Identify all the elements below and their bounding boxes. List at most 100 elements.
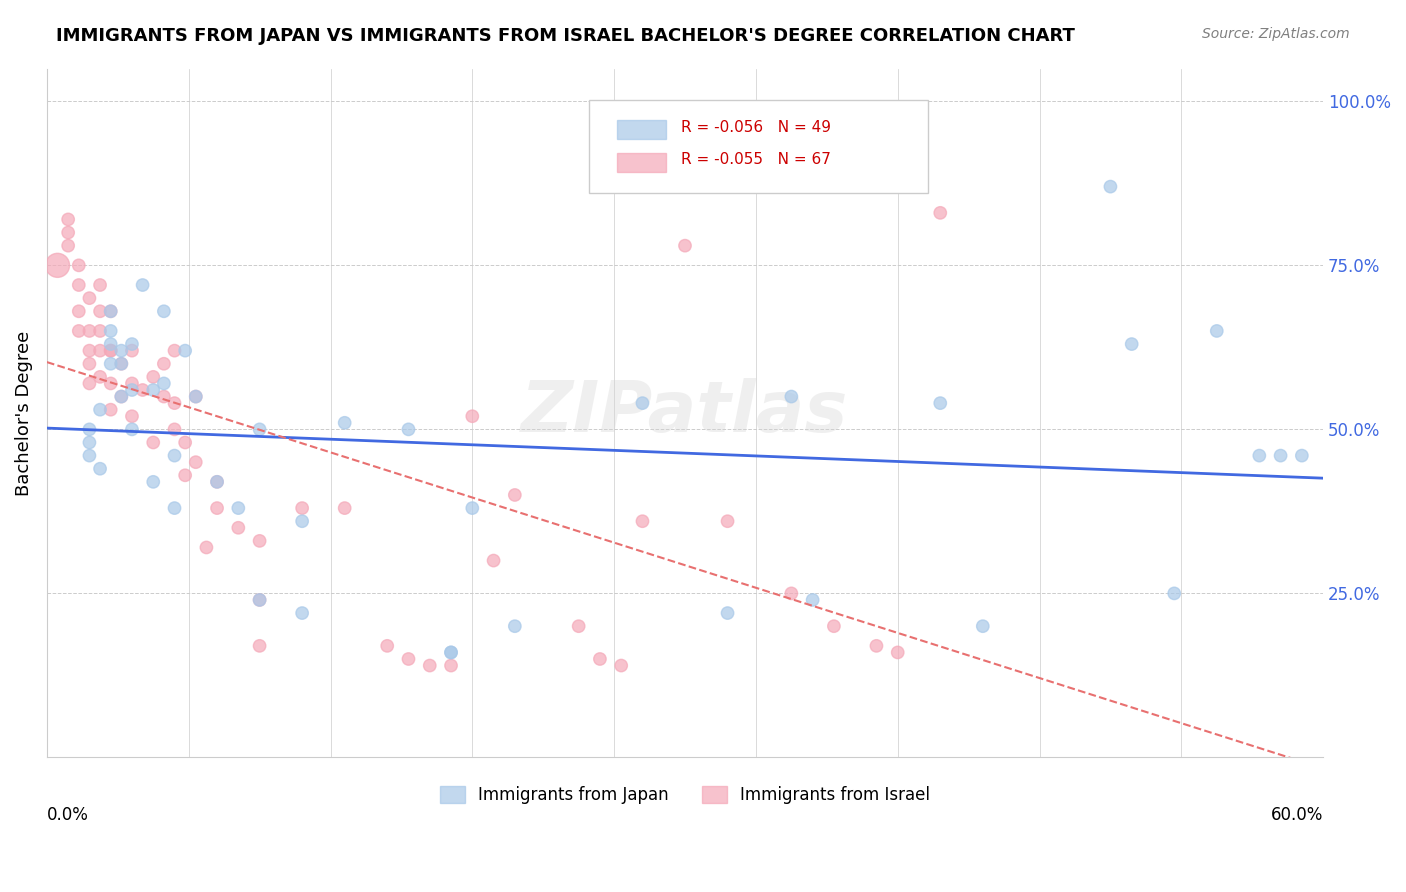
Point bbox=[89, 278, 111, 293]
Point bbox=[589, 652, 612, 666]
Point bbox=[121, 409, 143, 424]
Point bbox=[153, 390, 176, 404]
Point bbox=[503, 619, 526, 633]
Point bbox=[482, 553, 505, 567]
Point bbox=[100, 304, 122, 318]
Point bbox=[121, 343, 143, 358]
Text: R = -0.055   N = 67: R = -0.055 N = 67 bbox=[681, 152, 831, 167]
Point bbox=[886, 645, 908, 659]
Point bbox=[100, 357, 122, 371]
Point bbox=[89, 304, 111, 318]
Point bbox=[228, 501, 250, 516]
Point bbox=[163, 396, 186, 410]
Point bbox=[100, 304, 122, 318]
Point bbox=[89, 370, 111, 384]
Point bbox=[142, 370, 165, 384]
Point bbox=[1270, 449, 1292, 463]
Point bbox=[79, 376, 101, 391]
Point bbox=[100, 343, 122, 358]
Point bbox=[249, 422, 271, 436]
Text: IMMIGRANTS FROM JAPAN VS IMMIGRANTS FROM ISRAEL BACHELOR'S DEGREE CORRELATION CH: IMMIGRANTS FROM JAPAN VS IMMIGRANTS FROM… bbox=[56, 27, 1076, 45]
Text: R = -0.056   N = 49: R = -0.056 N = 49 bbox=[681, 120, 831, 135]
Point bbox=[142, 475, 165, 489]
Point bbox=[174, 343, 197, 358]
Point bbox=[121, 422, 143, 436]
Point bbox=[163, 449, 186, 463]
Text: Source: ZipAtlas.com: Source: ZipAtlas.com bbox=[1202, 27, 1350, 41]
Point bbox=[142, 435, 165, 450]
Point bbox=[1099, 179, 1122, 194]
Point bbox=[503, 488, 526, 502]
Point bbox=[163, 343, 186, 358]
Point bbox=[100, 337, 122, 351]
Point bbox=[249, 593, 271, 607]
Point bbox=[79, 422, 101, 436]
Point bbox=[205, 475, 228, 489]
Point bbox=[291, 501, 314, 516]
Point bbox=[1163, 586, 1185, 600]
Point bbox=[568, 619, 591, 633]
Point bbox=[205, 501, 228, 516]
Point bbox=[333, 416, 356, 430]
Point bbox=[79, 449, 101, 463]
Point bbox=[440, 645, 463, 659]
Point bbox=[46, 258, 69, 272]
Text: ZIPatlas: ZIPatlas bbox=[522, 378, 849, 448]
Point bbox=[1205, 324, 1227, 338]
Point bbox=[121, 383, 143, 397]
Point bbox=[89, 343, 111, 358]
Point bbox=[461, 409, 484, 424]
Point bbox=[153, 357, 176, 371]
Point bbox=[56, 212, 79, 227]
Point bbox=[67, 304, 90, 318]
Point bbox=[131, 383, 153, 397]
Point bbox=[375, 639, 398, 653]
Text: 0.0%: 0.0% bbox=[46, 805, 89, 823]
Point bbox=[174, 435, 197, 450]
Point bbox=[153, 304, 176, 318]
Point bbox=[110, 390, 132, 404]
Point bbox=[121, 376, 143, 391]
Point bbox=[184, 390, 207, 404]
Point bbox=[56, 226, 79, 240]
Point bbox=[1291, 449, 1313, 463]
FancyBboxPatch shape bbox=[617, 153, 666, 172]
FancyBboxPatch shape bbox=[617, 120, 666, 139]
Y-axis label: Bachelor's Degree: Bachelor's Degree bbox=[15, 330, 32, 496]
Point bbox=[174, 468, 197, 483]
Point bbox=[56, 238, 79, 252]
Point bbox=[163, 501, 186, 516]
Point bbox=[1121, 337, 1143, 351]
FancyBboxPatch shape bbox=[589, 100, 928, 193]
Point bbox=[163, 422, 186, 436]
Point bbox=[67, 278, 90, 293]
Point bbox=[195, 541, 218, 555]
Point bbox=[100, 343, 122, 358]
Point bbox=[131, 278, 153, 293]
Point bbox=[461, 501, 484, 516]
Point bbox=[929, 206, 952, 220]
Point bbox=[398, 652, 420, 666]
Point bbox=[79, 324, 101, 338]
Point bbox=[249, 639, 271, 653]
Point bbox=[291, 606, 314, 620]
Point bbox=[929, 396, 952, 410]
Point bbox=[716, 606, 738, 620]
Point bbox=[110, 390, 132, 404]
Point bbox=[110, 357, 132, 371]
Point bbox=[100, 402, 122, 417]
Point bbox=[398, 422, 420, 436]
Point bbox=[801, 593, 824, 607]
Point bbox=[780, 586, 803, 600]
Point bbox=[110, 343, 132, 358]
Point bbox=[89, 324, 111, 338]
Point bbox=[79, 343, 101, 358]
Point bbox=[631, 514, 654, 528]
Point bbox=[333, 501, 356, 516]
Point bbox=[79, 435, 101, 450]
Point bbox=[249, 593, 271, 607]
Point bbox=[249, 533, 271, 548]
Point bbox=[184, 390, 207, 404]
Point bbox=[89, 402, 111, 417]
Point bbox=[67, 324, 90, 338]
